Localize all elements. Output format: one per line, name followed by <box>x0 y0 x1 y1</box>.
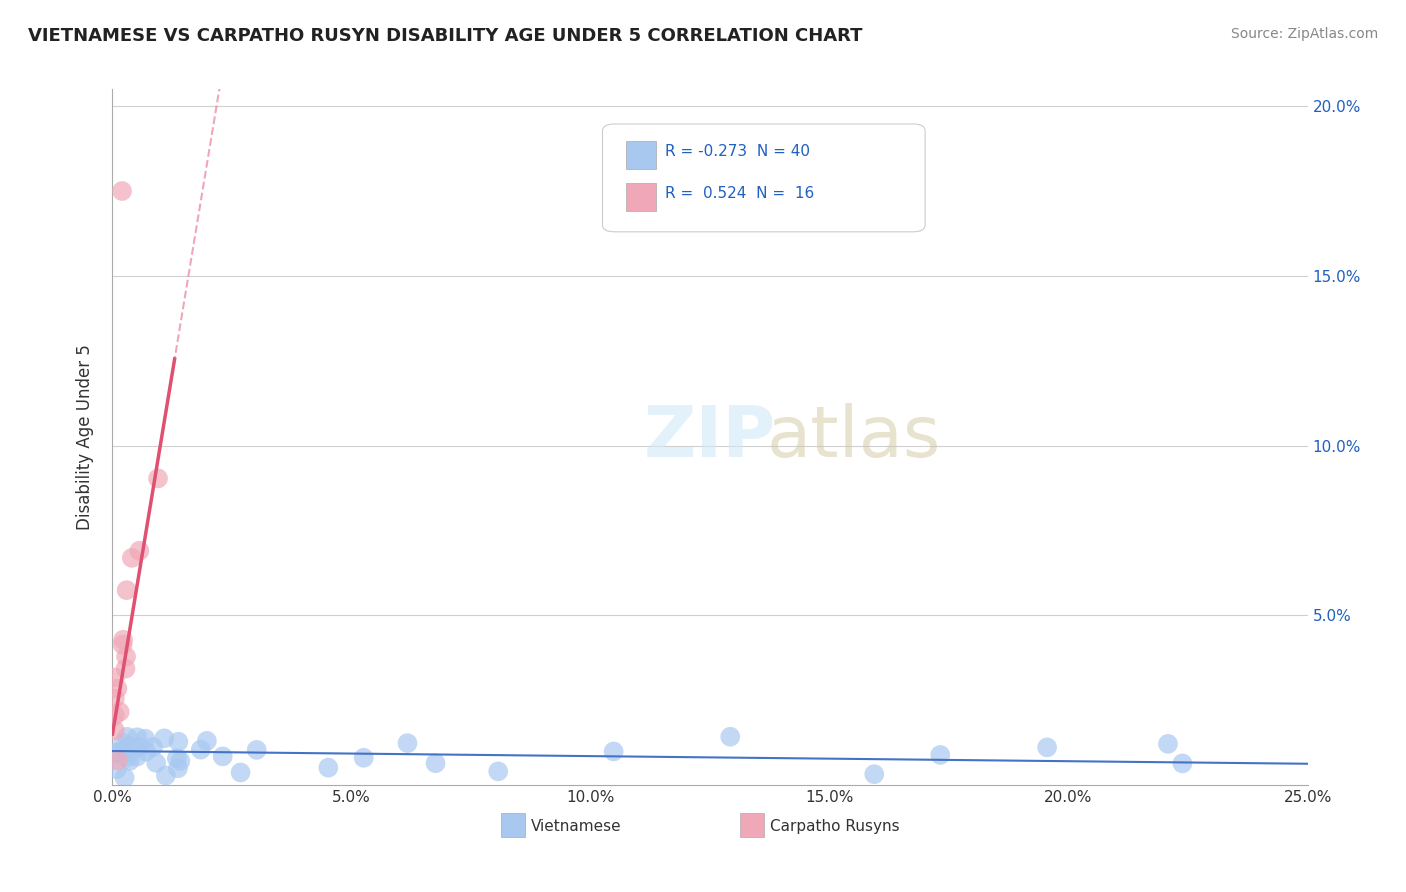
Vietnamese <box>142 740 165 755</box>
FancyBboxPatch shape <box>603 124 925 232</box>
Vietnamese <box>104 746 127 760</box>
Vietnamese <box>128 739 150 754</box>
Carpatho Rusyns <box>146 471 169 485</box>
Vietnamese <box>167 761 190 775</box>
Text: VIETNAMESE VS CARPATHO RUSYN DISABILITY AGE UNDER 5 CORRELATION CHART: VIETNAMESE VS CARPATHO RUSYN DISABILITY … <box>28 27 863 45</box>
Vietnamese <box>246 743 269 757</box>
Carpatho Rusyns <box>104 691 127 706</box>
Vietnamese <box>1157 737 1180 751</box>
Vietnamese <box>166 751 188 765</box>
Vietnamese <box>1036 740 1059 755</box>
Carpatho Rusyns <box>114 662 136 676</box>
Text: R = -0.273  N = 40: R = -0.273 N = 40 <box>665 145 810 160</box>
Bar <box>627 183 657 211</box>
Vietnamese <box>155 768 177 782</box>
Vietnamese <box>117 739 139 754</box>
Vietnamese <box>115 730 138 744</box>
Carpatho Rusyns <box>104 723 127 738</box>
Text: Carpatho Rusyns: Carpatho Rusyns <box>770 819 900 834</box>
Vietnamese <box>396 736 419 750</box>
Vietnamese <box>353 751 375 765</box>
Carpatho Rusyns <box>111 638 134 652</box>
Carpatho Rusyns <box>121 550 143 565</box>
Vietnamese <box>135 745 157 759</box>
Text: Vietnamese: Vietnamese <box>531 819 621 834</box>
Vietnamese <box>229 765 252 780</box>
Vietnamese <box>863 767 886 781</box>
Vietnamese <box>1171 756 1194 771</box>
Text: Source: ZipAtlas.com: Source: ZipAtlas.com <box>1230 27 1378 41</box>
Vietnamese <box>153 731 176 746</box>
Carpatho Rusyns <box>115 583 138 598</box>
Vietnamese <box>127 749 149 764</box>
Vietnamese <box>115 750 138 764</box>
Bar <box>501 813 524 837</box>
Vietnamese <box>425 756 447 771</box>
Carpatho Rusyns <box>108 705 131 719</box>
Carpatho Rusyns <box>104 670 127 684</box>
Carpatho Rusyns <box>128 543 150 558</box>
Bar <box>627 141 657 169</box>
Carpatho Rusyns <box>104 708 127 723</box>
Vietnamese <box>169 754 191 768</box>
Carpatho Rusyns <box>107 681 129 696</box>
Carpatho Rusyns <box>107 754 129 768</box>
Carpatho Rusyns <box>112 632 135 647</box>
Vietnamese <box>718 730 741 744</box>
Vietnamese <box>105 762 128 776</box>
Vietnamese <box>134 731 156 746</box>
Vietnamese <box>118 754 141 768</box>
Text: R =  0.524  N =  16: R = 0.524 N = 16 <box>665 186 814 201</box>
Vietnamese <box>318 761 340 775</box>
Vietnamese <box>114 771 136 785</box>
Vietnamese <box>114 741 136 756</box>
Carpatho Rusyns <box>111 184 134 198</box>
Vietnamese <box>602 744 624 758</box>
Bar <box>740 813 763 837</box>
Vietnamese <box>127 731 149 745</box>
Vietnamese <box>104 747 127 761</box>
Vietnamese <box>929 747 952 762</box>
Vietnamese <box>112 736 135 750</box>
Vietnamese <box>167 734 190 748</box>
Vietnamese <box>486 764 509 779</box>
Text: ZIP: ZIP <box>644 402 776 472</box>
Y-axis label: Disability Age Under 5: Disability Age Under 5 <box>76 344 94 530</box>
Text: atlas: atlas <box>766 402 941 472</box>
Vietnamese <box>145 756 167 770</box>
Vietnamese <box>190 742 212 756</box>
Carpatho Rusyns <box>115 649 138 664</box>
Vietnamese <box>211 749 233 764</box>
Vietnamese <box>195 734 218 748</box>
